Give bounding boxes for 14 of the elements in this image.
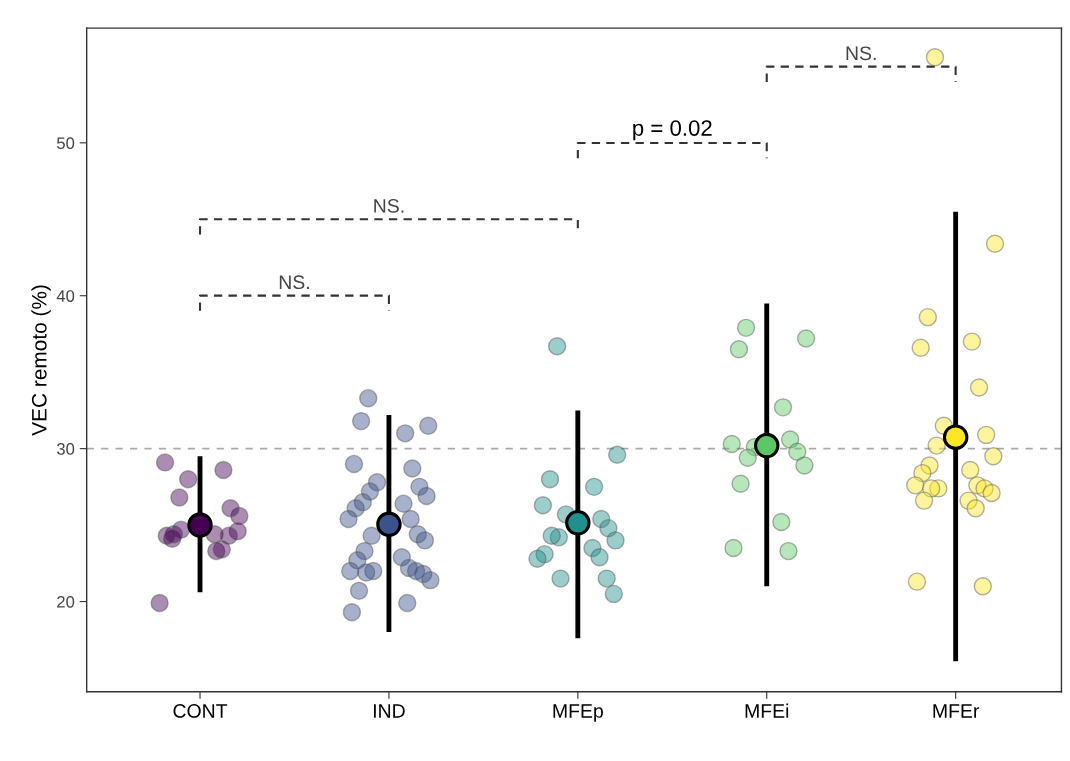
y-tick-label: 30 — [56, 443, 75, 455]
annotation: p = 0.02 — [633, 120, 712, 141]
annotation: NS. — [279, 275, 309, 290]
x-tick-label: MFEr — [933, 704, 980, 718]
y-tick-label: 50 — [56, 137, 75, 150]
x-tick-label: IND — [373, 704, 405, 718]
x-tick-label: MFEp — [553, 704, 603, 722]
y-tick-label: 20 — [57, 595, 75, 608]
y-tick-label: 40 — [56, 290, 75, 302]
y-axis-title: VEC remoto (%) — [31, 285, 51, 436]
x-tick-label: CONT — [173, 704, 228, 718]
x-tick-label: MFEi — [745, 703, 789, 718]
annotation: NS. — [374, 199, 404, 213]
annotation: NS. — [846, 46, 876, 61]
